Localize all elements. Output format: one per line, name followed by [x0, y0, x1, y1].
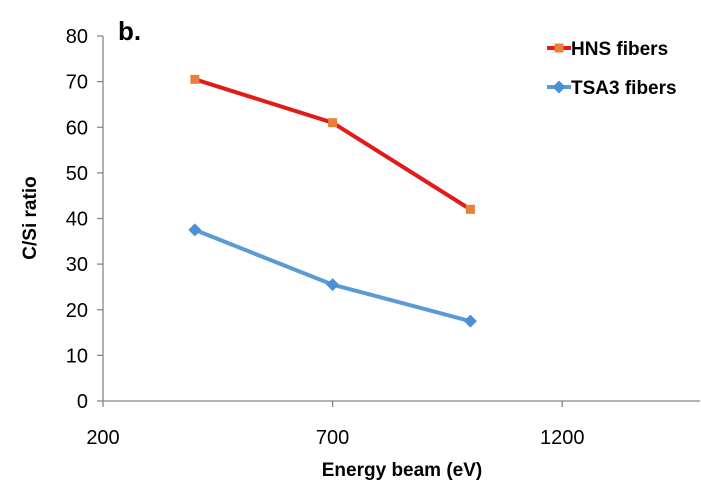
- y-tick-label: 50: [66, 163, 88, 185]
- plot-area: [188, 74, 477, 328]
- y-tick-label: 10: [66, 345, 88, 367]
- data-point: [465, 204, 475, 214]
- y-tick-label: 20: [66, 300, 88, 322]
- y-tick-label: 40: [66, 209, 88, 231]
- x-axis: 200 700 1200: [86, 400, 700, 449]
- legend-label: TSA3 fibers: [571, 78, 677, 99]
- panel-label: b.: [118, 16, 141, 46]
- y-tick-label: 70: [66, 72, 88, 94]
- y-tick-label: 80: [66, 26, 88, 48]
- series-hns-fibers: [190, 74, 475, 214]
- data-point: [190, 74, 200, 84]
- data-point: [188, 223, 202, 237]
- series-line: [192, 77, 473, 212]
- legend-marker: [554, 43, 564, 53]
- legend: HNS fibers TSA3 fibers: [547, 39, 677, 99]
- y-tick-label: 30: [66, 254, 88, 276]
- y-tick-label: 0: [77, 391, 88, 413]
- y-axis-title: C/Si ratio: [20, 176, 41, 259]
- x-tick-label: 200: [86, 427, 119, 449]
- x-tick-label: 1200: [540, 427, 585, 449]
- y-axis: 0 10 20 30 40 50 60 70 80: [66, 26, 104, 413]
- x-tick-label: 700: [316, 427, 349, 449]
- series-tsa3-fibers: [188, 223, 477, 328]
- x-axis-title: Energy beam (eV): [322, 460, 483, 481]
- series-line: [192, 227, 473, 324]
- legend-label: HNS fibers: [571, 39, 668, 60]
- data-point: [463, 314, 477, 328]
- legend-marker: [552, 80, 566, 94]
- data-point: [328, 118, 338, 128]
- data-point: [326, 278, 340, 292]
- legend-item: HNS fibers: [547, 39, 668, 60]
- y-tick-label: 60: [66, 117, 88, 139]
- legend-item: TSA3 fibers: [547, 78, 677, 99]
